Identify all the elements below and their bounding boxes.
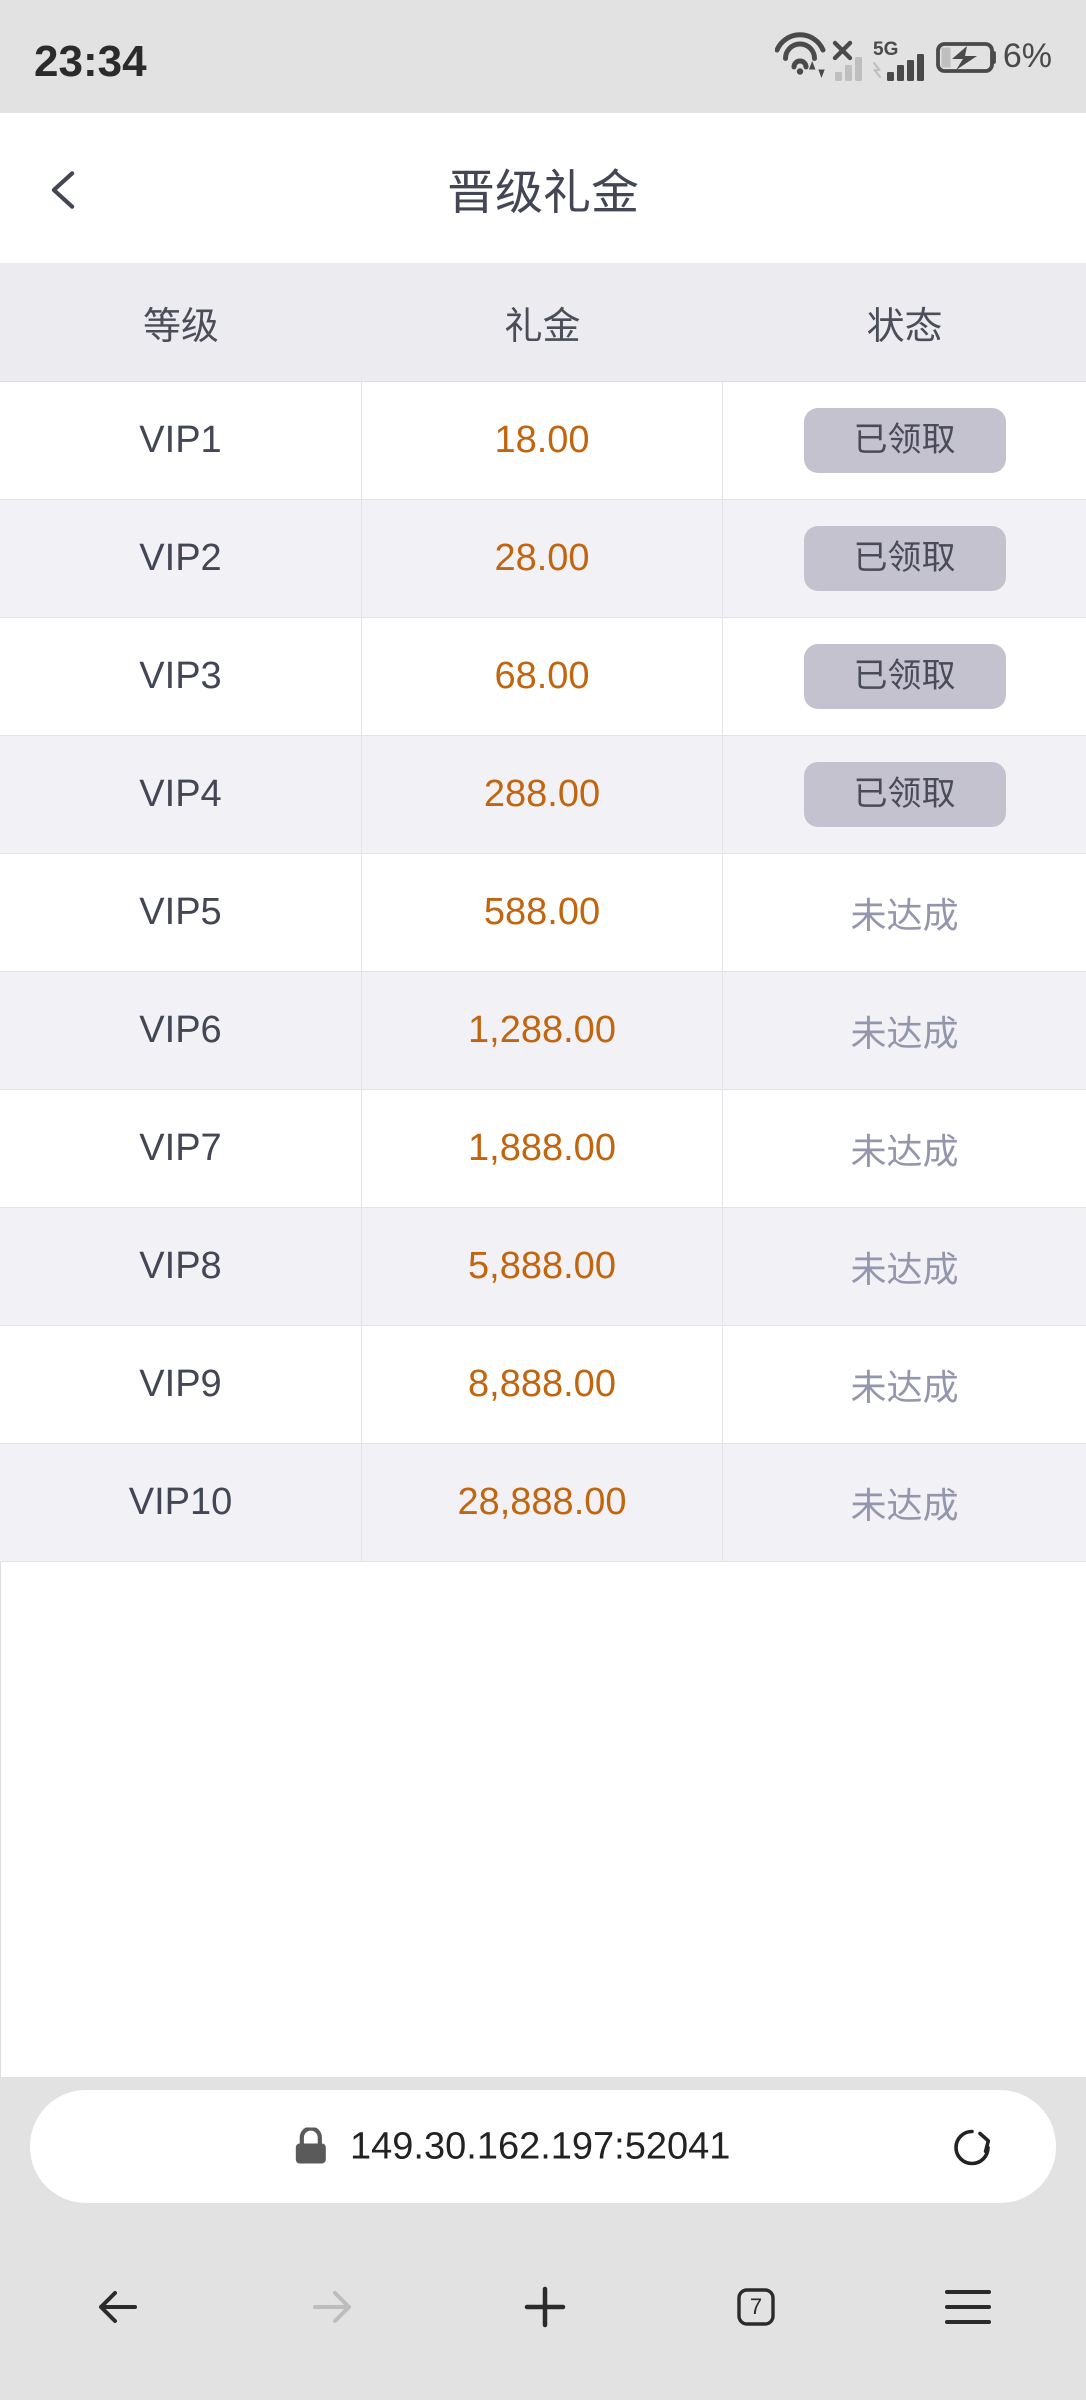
svg-text:5G: 5G [873,39,898,60]
